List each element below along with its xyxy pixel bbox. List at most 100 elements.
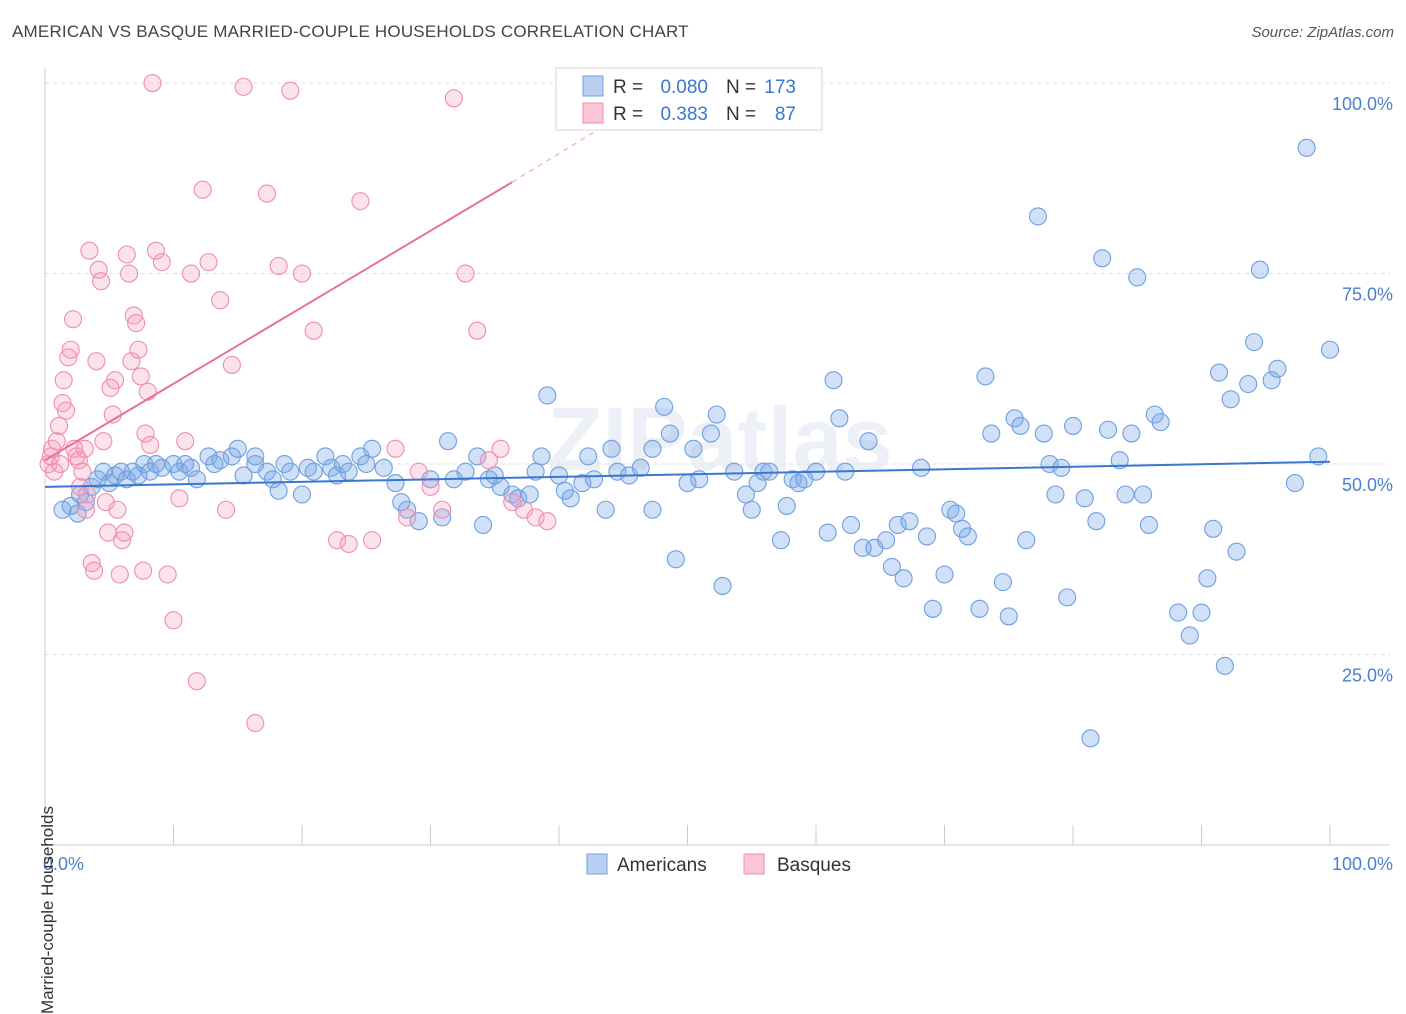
- american-point-137: [1063, 416, 1083, 435]
- basque-point-8: [54, 371, 73, 390]
- american-point-125: [982, 424, 1001, 443]
- american-point-71: [573, 474, 592, 493]
- basque-point-86: [538, 512, 557, 531]
- american-point-41: [327, 466, 347, 485]
- american-point-81: [655, 397, 674, 416]
- basque-point-58: [199, 253, 218, 272]
- american-point-163: [1262, 371, 1281, 390]
- basque-point-5: [49, 416, 69, 435]
- american-point-73: [584, 470, 604, 489]
- legend-r-value: 0.080: [660, 77, 708, 98]
- basque-point-82: [491, 439, 510, 458]
- american-point-142: [1098, 420, 1118, 439]
- american-point-117: [923, 599, 942, 618]
- basques-trend-line: [44, 181, 513, 462]
- basque-point-37: [117, 245, 136, 264]
- y-tick-labels: 25.0% 50.0% 75.0% 100.0%: [1332, 94, 1393, 685]
- basque-point-9: [56, 401, 76, 420]
- american-point-50: [398, 500, 417, 519]
- chart-title: AMERICAN VS BASQUE MARRIED-COUPLE HOUSEH…: [12, 22, 689, 41]
- basque-point-4: [47, 432, 66, 451]
- american-point-46: [363, 439, 382, 458]
- american-point-90: [725, 462, 744, 481]
- basque-point-24: [87, 352, 106, 371]
- american-point-83: [666, 550, 685, 569]
- american-point-97: [777, 496, 796, 515]
- american-point-120: [947, 504, 966, 523]
- american-point-118: [935, 565, 954, 584]
- basque-point-62: [234, 77, 253, 96]
- basque-point-71: [351, 192, 370, 211]
- basque-point-46: [138, 382, 157, 401]
- american-point-57: [468, 447, 487, 466]
- basque-point-22: [82, 554, 101, 573]
- series-basques: [39, 74, 557, 733]
- american-point-32: [263, 470, 282, 489]
- basque-point-49: [146, 241, 166, 260]
- american-point-151: [1169, 603, 1188, 622]
- american-point-131: [1028, 207, 1048, 226]
- american-point-33: [269, 481, 288, 500]
- x-tick-label-max: 100.0%: [1332, 854, 1393, 874]
- basque-point-10: [59, 348, 78, 367]
- american-point-103: [824, 371, 843, 390]
- american-point-38: [304, 462, 323, 481]
- series-americans: [53, 138, 1340, 748]
- american-point-160: [1239, 374, 1258, 394]
- american-point-167: [1309, 447, 1328, 466]
- legend-swatch-basques: [582, 102, 604, 124]
- basque-point-48: [143, 74, 162, 93]
- american-point-53: [433, 508, 452, 527]
- american-point-104: [830, 409, 849, 428]
- american-point-113: [894, 569, 913, 588]
- basque-point-74: [398, 508, 417, 527]
- american-point-36: [292, 485, 312, 504]
- basque-point-25: [89, 260, 108, 279]
- american-point-13: [129, 466, 148, 485]
- american-point-122: [958, 527, 977, 546]
- american-point-45: [357, 454, 376, 474]
- american-point-126: [993, 573, 1012, 592]
- american-point-144: [1116, 485, 1135, 504]
- american-point-64: [520, 485, 539, 504]
- bottom-legend-swatch-basques: [743, 853, 765, 875]
- american-point-68: [549, 466, 569, 485]
- american-point-156: [1209, 363, 1229, 382]
- american-point-79: [643, 439, 662, 458]
- basque-point-66: [281, 81, 300, 100]
- basque-point-23: [85, 561, 104, 580]
- american-point-17: [152, 458, 171, 477]
- american-point-85: [684, 439, 703, 458]
- basque-point-45: [136, 424, 155, 443]
- american-point-67: [538, 386, 557, 405]
- basque-point-21: [80, 241, 99, 260]
- bottom-legend: Americans Basques: [586, 853, 851, 876]
- basque-point-47: [141, 435, 160, 455]
- basque-point-67: [292, 264, 312, 283]
- american-point-75: [602, 439, 621, 458]
- american-point-116: [917, 527, 937, 546]
- legend-n-label: N =: [726, 77, 756, 98]
- american-point-132: [1034, 424, 1053, 443]
- legend-r-label: R =: [613, 77, 643, 98]
- american-point-139: [1081, 729, 1100, 748]
- basque-point-19: [76, 500, 95, 519]
- basque-point-12: [63, 310, 83, 329]
- american-point-159: [1227, 542, 1246, 561]
- basque-point-15: [69, 451, 88, 470]
- american-point-87: [701, 424, 720, 443]
- basque-point-18: [75, 439, 94, 458]
- basque-point-43: [131, 367, 150, 386]
- american-point-168: [1320, 340, 1340, 359]
- american-point-30: [246, 447, 265, 466]
- basque-point-59: [211, 291, 230, 310]
- basque-point-55: [181, 264, 201, 283]
- y-axis-label: Married-couple Households: [38, 806, 57, 1014]
- basque-point-40: [124, 306, 143, 325]
- basque-point-26: [92, 272, 111, 291]
- american-point-165: [1285, 474, 1305, 493]
- basque-point-63: [246, 714, 265, 733]
- american-point-111: [882, 557, 901, 576]
- basque-point-39: [122, 352, 141, 371]
- american-point-27: [228, 439, 247, 458]
